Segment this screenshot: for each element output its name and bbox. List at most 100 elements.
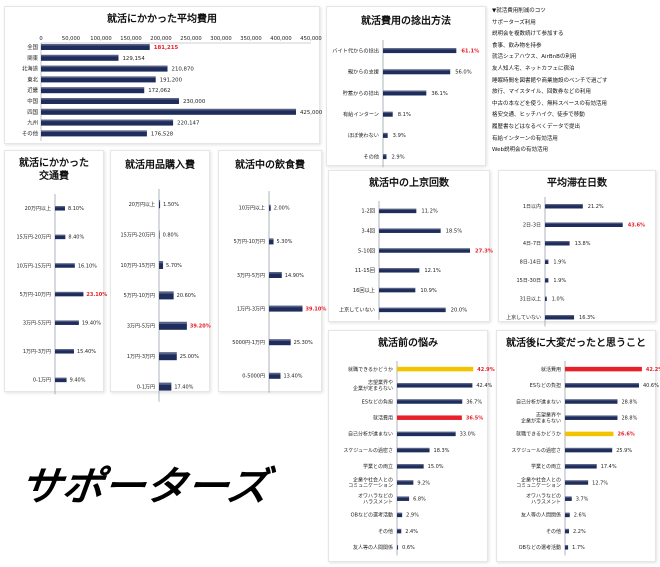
tip-item: 食事、飲み物を持参 [492,42,542,49]
category-label: 20万円以上 [129,201,155,208]
value-label: 13.8% [575,241,591,247]
bar [383,111,393,117]
value-label: 18.5% [446,229,463,235]
bar [55,263,75,268]
bar [397,545,399,550]
category-label: 5-10回 [358,247,375,254]
bar [383,48,457,54]
bar [159,200,161,209]
bar-highlight [565,399,618,401]
tip-item: サポーターズ利用 [492,19,536,26]
bar-group [379,248,470,253]
bar-group [159,261,164,269]
category-label: 四国 [27,109,38,116]
bar [545,278,549,283]
tip-item: 説明会を複数続けて参加する [492,31,564,38]
bar-group [269,204,271,211]
panel-food: 就活中の飲食費 10万円以上 2.00% 5万円-10万円 5.30% 3万円-5万円 1… [218,150,326,393]
bar-highlight [269,339,291,341]
bar-highlight [565,447,613,450]
bar-highlight [55,291,84,294]
category-label: 11-15回 [355,267,375,274]
value-label: 425,000 [300,110,323,116]
bar [545,241,570,246]
bar-group [565,366,642,372]
bar-group [55,263,75,268]
chart-title: 就活前の悩み [378,338,438,349]
bar-group [397,528,402,534]
bar-group [269,305,303,312]
value-label: 129,154 [122,56,145,62]
value-label: 14.90% [285,273,304,279]
tick-label: 450,000 [300,36,321,42]
bar-highlight [565,545,569,547]
bar [41,54,119,61]
category-label: 15万円-20万円 [120,232,155,238]
bar-group [55,234,66,240]
category-label: 15万円-20万円 [16,235,51,241]
bar [55,234,66,240]
category-label: 0-1万円 [137,384,155,390]
category-label: 3万円-5万円 [127,324,155,330]
bar-group [55,377,67,383]
bar-highlight [397,447,430,450]
bar-highlight [159,200,161,203]
bar [565,545,569,550]
chart-title: 就活中の飲食費 [235,160,305,171]
value-label: 16.3% [579,315,595,321]
category-label: 貯蓄からの捻出 [343,89,379,97]
value-label: 10.9% [420,288,437,294]
bar [41,108,296,115]
bar [565,480,589,485]
bar-group [565,431,614,437]
value-label: 2.9% [391,154,404,160]
bar [159,352,177,361]
bar-group [565,480,589,485]
bar-highlight [159,352,177,355]
chart-stay: 1日以内 21.2% 2日-3日 43.6% 4日-7日 13.8% 8日-14日 1.9% 1… [506,197,645,327]
value-label: 1.9% [553,260,566,266]
category-label: コミュニケーション [348,482,393,489]
chart-supplies: 20万円以上 1.50% 15万円-20万円 0.80% 10万円-15万円 5.70% 5… [120,189,211,402]
chart-title: 就活中の上京回数 [369,178,449,189]
value-label: 36.5% [466,415,483,421]
category-label: 友人等の人間関係 [353,544,393,551]
value-label: 28.8% [621,399,637,405]
bar-group [379,228,441,233]
bar-group [545,204,583,209]
value-label: 172,062 [148,88,170,94]
value-label: 21.2% [588,204,604,210]
bar-highlight [159,382,172,385]
category-label: その他 [378,528,393,535]
value-label: 11.2% [421,209,438,215]
bar-highlight [565,512,570,514]
bar [41,98,179,104]
bar-group [269,238,274,245]
bar [397,528,402,534]
bar [379,228,441,233]
bar [383,90,427,96]
category-label: 5万円-10万円 [234,239,265,245]
bar-group [545,241,570,246]
panel-worries-before: 就活前の悩み 就職できるかどうか 42.9% 志望業界や 企業が定まらない 42.4% E… [328,330,495,562]
tick-label: 150,000 [120,36,141,42]
bar-group [55,320,79,325]
bar-highlight [545,241,570,243]
value-label: 36.1% [431,91,448,97]
bar-highlight [379,287,416,290]
category-label: 3-4回 [361,228,375,235]
bar-highlight [545,222,623,224]
bar-group [379,307,446,313]
bar [269,204,271,211]
category-label: その他 [22,129,39,137]
bar [545,259,549,264]
category-label: 0-5000円 [242,374,265,380]
value-label: 8.10% [68,206,84,212]
category-label: バイト代からの捻出 [332,46,379,54]
chart-food: 10万円以上 2.00% 5万円-10万円 5.30% 3万円-5万円 14.90% 1万円… [232,191,326,393]
bar-highlight [383,48,457,50]
category-label: OBなどの選考活動 [519,544,561,551]
bar-group [545,259,549,264]
bar-highlight [383,69,451,71]
value-label: 25.9% [616,448,632,454]
